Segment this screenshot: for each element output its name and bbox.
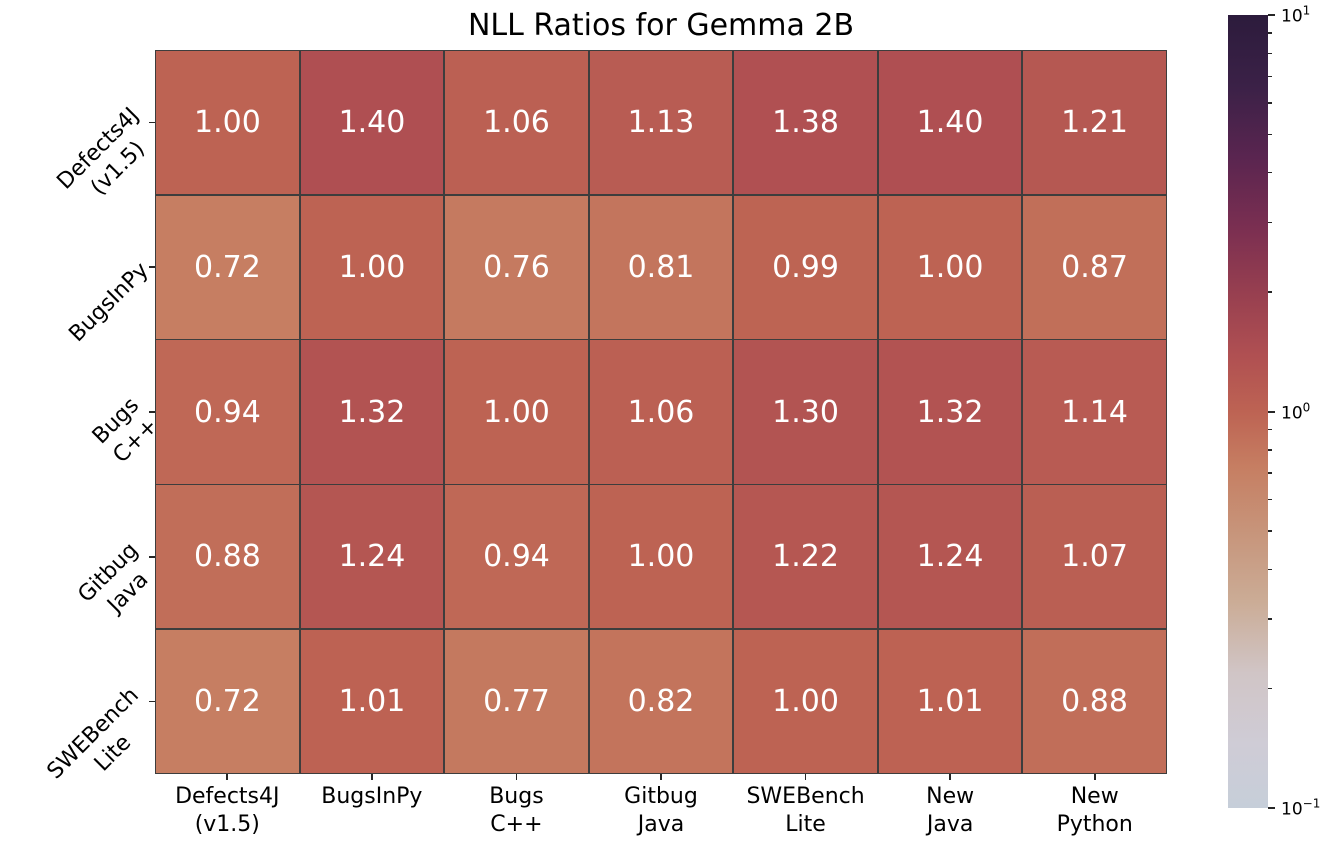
colorbar-minor-tick — [1268, 472, 1272, 474]
colorbar-minor-tick — [1268, 75, 1272, 78]
colorbar-tick-label: 101 — [1281, 3, 1311, 27]
x-axis-label: Bugs C++ — [489, 784, 544, 837]
colorbar — [1228, 15, 1268, 808]
heatmap-cell: 1.24 — [878, 485, 1022, 629]
heatmap-cell: 1.40 — [300, 51, 444, 195]
colorbar-minor-tick — [1268, 568, 1272, 570]
heatmap-cell: 1.01 — [300, 629, 444, 773]
heatmap-cell: 1.40 — [878, 51, 1022, 195]
colorbar-tick-exponent: 0 — [1302, 400, 1311, 415]
heatmap-cell: 0.88 — [1023, 629, 1166, 773]
x-axis-tick — [226, 774, 229, 780]
y-axis-label: BugsInPy — [64, 257, 154, 348]
heatmap-cell: 0.81 — [589, 195, 733, 339]
y-axis-label: Gitbug Java — [73, 537, 154, 618]
colorbar-minor-tick — [1268, 291, 1272, 293]
colorbar-minor-tick — [1268, 52, 1272, 55]
heatmap-cell: 0.76 — [445, 195, 588, 339]
heatmap-cell: 1.13 — [589, 51, 733, 195]
y-axis-label: Bugs C++ — [87, 392, 163, 469]
x-axis-label: New Python — [1056, 784, 1133, 837]
colorbar-minor-tick — [1268, 221, 1272, 223]
x-axis-label: Defects4J (v1.5) — [175, 784, 280, 837]
chart-title: NLL Ratios for Gemma 2B — [467, 8, 855, 43]
colorbar-minor-tick — [1268, 32, 1272, 34]
heatmap-cell: 1.00 — [156, 51, 299, 195]
heatmap-cell: 1.22 — [734, 485, 877, 629]
colorbar-major-tick — [1268, 14, 1275, 16]
colorbar-tick-label: 100 — [1281, 400, 1311, 423]
heatmap-cell: 1.24 — [300, 485, 444, 629]
heatmap-cell: 1.07 — [1023, 485, 1166, 629]
x-axis-label: BugsInPy — [321, 784, 423, 809]
heatmap-cell: 0.94 — [156, 340, 299, 484]
x-axis-tick — [949, 774, 951, 780]
heatmap-cell: 0.72 — [156, 195, 299, 339]
colorbar-tick-exponent: −1 — [1302, 796, 1321, 811]
colorbar-minor-tick — [1268, 618, 1272, 620]
x-axis-tick — [1093, 774, 1096, 780]
heatmap-cell: 1.32 — [878, 340, 1022, 484]
colorbar-tick-exponent: 1 — [1302, 3, 1311, 18]
x-axis-tick — [515, 774, 518, 780]
heatmap-cell: 1.06 — [589, 340, 733, 484]
colorbar-minor-tick — [1268, 428, 1272, 431]
y-axis-label: Defects4J (v1.5) — [52, 103, 150, 201]
heatmap-cell: 1.14 — [1023, 340, 1166, 484]
heatmap-cell: 1.00 — [734, 629, 877, 773]
heatmap-cell: 1.30 — [734, 340, 877, 484]
heatmap-cell: 0.88 — [156, 485, 299, 629]
colorbar-minor-tick — [1268, 172, 1272, 174]
colorbar-minor-tick — [1268, 687, 1272, 690]
heatmap-cell: 1.00 — [445, 340, 588, 484]
heatmap-cell: 0.94 — [445, 485, 588, 629]
colorbar-major-tick — [1268, 410, 1275, 413]
heatmap-cell: 1.00 — [878, 195, 1022, 339]
x-axis-label: SWEBench Lite — [746, 784, 865, 837]
heatmap-cell: 0.99 — [734, 195, 877, 339]
colorbar-tick-label: 10−1 — [1281, 796, 1321, 820]
heatmap-cell: 1.32 — [300, 340, 444, 484]
heatmap-cell: 1.21 — [1023, 51, 1166, 195]
colorbar-minor-tick — [1268, 133, 1272, 136]
colorbar-minor-tick — [1268, 530, 1272, 532]
x-axis-label: Gitbug Java — [624, 784, 698, 837]
heatmap-cell: 0.87 — [1023, 195, 1166, 339]
x-axis-tick — [660, 774, 662, 780]
heatmap-cell: 0.82 — [589, 629, 733, 773]
heatmap-cell: 0.77 — [445, 629, 588, 773]
x-axis-label: New Java — [926, 784, 975, 837]
heatmap-cell: 1.00 — [589, 485, 733, 629]
heatmap-cell: 1.06 — [445, 51, 588, 195]
heatmap: 1.00 1.40 1.06 1.13 1.38 1.40 1.21 0.72 1.00 0.76… — [155, 50, 1167, 774]
colorbar-minor-tick — [1268, 498, 1272, 501]
colorbar-minor-tick — [1268, 449, 1272, 451]
colorbar-minor-tick — [1268, 102, 1272, 104]
x-axis-tick — [804, 774, 807, 780]
x-axis-tick — [371, 774, 373, 780]
colorbar-major-tick — [1268, 807, 1275, 809]
y-axis-label: SWEBench Lite — [42, 682, 144, 784]
heatmap-cell: 0.72 — [156, 629, 299, 773]
heatmap-cell: 1.38 — [734, 51, 877, 195]
heatmap-cell: 1.00 — [300, 195, 444, 339]
heatmap-cell: 1.01 — [878, 629, 1022, 773]
